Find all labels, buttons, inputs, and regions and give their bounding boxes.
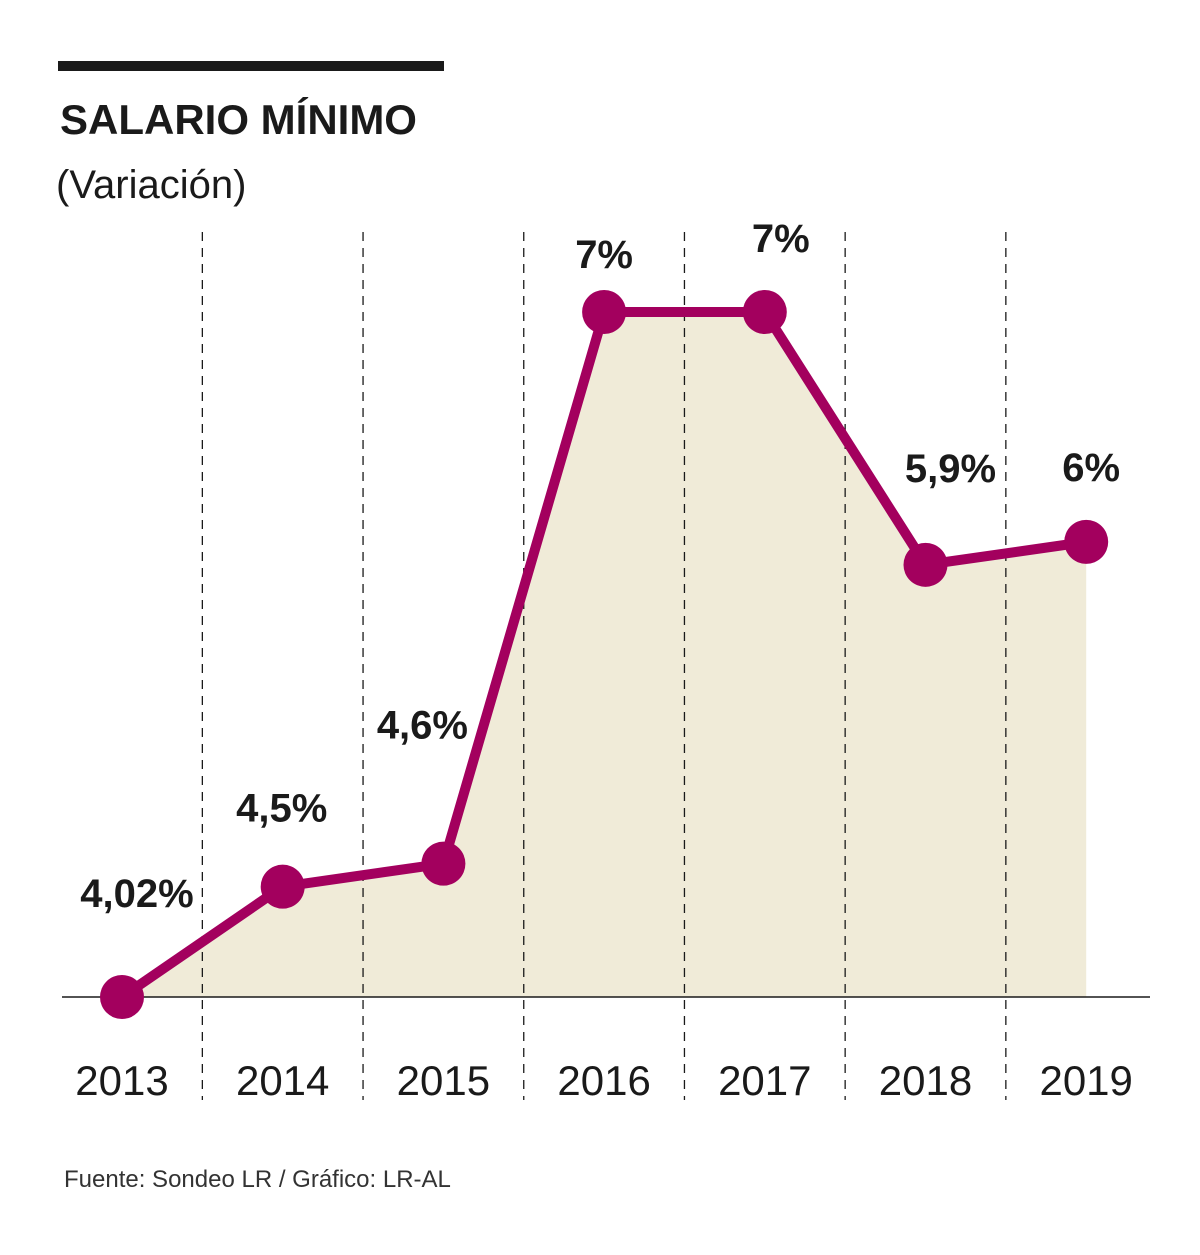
x-tick-2017: 2017 (718, 1057, 811, 1104)
vertical-separators (201, 232, 1007, 1100)
x-tick-labels: 2013 2014 2015 2016 2017 2018 2019 (75, 1057, 1133, 1104)
x-tick-2019: 2019 (1039, 1057, 1132, 1104)
chart-title: SALARIO MÍNIMO (60, 96, 417, 143)
point-2019 (1064, 519, 1109, 564)
x-tick-2013: 2013 (75, 1057, 168, 1104)
data-label-2016: 7% (575, 233, 633, 277)
data-label-2019: 6% (1062, 446, 1120, 490)
x-tick-2018: 2018 (879, 1057, 972, 1104)
data-markers (100, 290, 1109, 1019)
x-tick-2016: 2016 (557, 1057, 650, 1104)
point-2018 (903, 542, 948, 587)
point-2017 (742, 290, 787, 334)
data-label-2018: 5,9% (905, 447, 996, 491)
point-2013 (100, 975, 144, 1019)
data-label-2013: 4,02% (80, 872, 193, 916)
source-note: Fuente: Sondeo LR / Gráfico: LR-AL (64, 1166, 451, 1193)
x-tick-2015: 2015 (397, 1057, 490, 1104)
data-label-2015: 4,6% (377, 704, 468, 748)
title-rule (58, 61, 444, 71)
data-labels: 4,02% 4,5% 4,6% 7% 7% 5,9% 6% (80, 217, 1120, 916)
data-label-2017: 7% (752, 217, 810, 261)
point-2015 (421, 841, 466, 886)
data-label-2014: 4,5% (236, 787, 327, 831)
chart-subtitle: (Variación) (56, 163, 246, 207)
x-tick-2014: 2014 (236, 1057, 329, 1104)
point-2014 (260, 864, 305, 909)
point-2016 (582, 290, 627, 334)
